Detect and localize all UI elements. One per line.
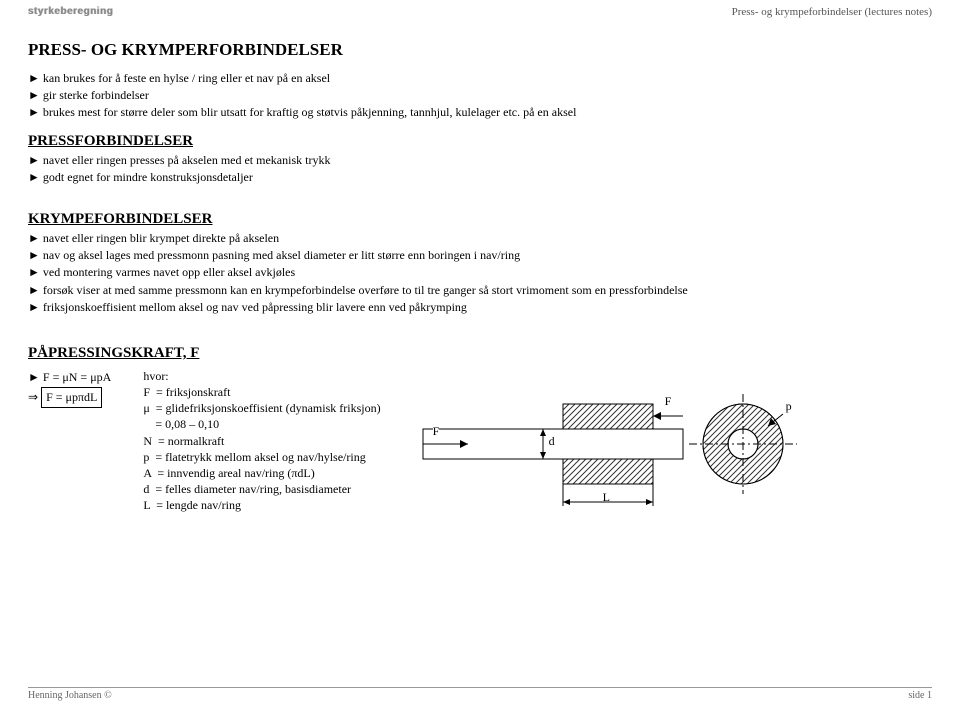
diagram-shaft-hub: F F d L p bbox=[413, 374, 803, 514]
heading-papressingskraft: PÅPRESSINGSKRAFT, F bbox=[28, 345, 932, 362]
bullet-item: navet eller ringen blir krympet direkte … bbox=[28, 230, 932, 246]
heading-krympeforbindelser: KRYMPEFORBINDELSER bbox=[28, 211, 932, 228]
defs-header: hvor: bbox=[143, 368, 380, 384]
formula-section: ► F = μN = μpA F = μpπdL hvor: F = friks… bbox=[28, 368, 932, 514]
def-row: L = lengde nav/ring bbox=[143, 497, 380, 513]
def-row: = 0,08 – 0,10 bbox=[143, 416, 380, 432]
bullet-item: ved montering varmes navet opp eller aks… bbox=[28, 264, 932, 280]
formula-line-1: ► F = μN = μpA bbox=[28, 368, 111, 387]
def-row: N = normalkraft bbox=[143, 433, 380, 449]
doc-watermark: styrkeberegning bbox=[28, 6, 113, 17]
page-footer: Henning Johansen © side 1 bbox=[28, 687, 932, 701]
bullet-item: navet eller ringen presses på akselen me… bbox=[28, 152, 932, 168]
bullet-item: forsøk viser at med samme pressmonn kan … bbox=[28, 282, 932, 298]
def-row: μ = glidefriksjonskoeffisient (dynamisk … bbox=[143, 400, 380, 416]
def-row: A = innvendig areal nav/ring (πdL) bbox=[143, 465, 380, 481]
definitions-column: hvor: F = friksjonskraft μ = glidefriksj… bbox=[143, 368, 380, 514]
heading-main: PRESS- OG KRYMPERFORBINDELSER bbox=[28, 40, 932, 60]
def-row: p = flatetrykk mellom aksel og nav/hylse… bbox=[143, 449, 380, 465]
sec2-bullets: navet eller ringen blir krympet direkte … bbox=[28, 230, 932, 315]
def-row: F = friksjonskraft bbox=[143, 384, 380, 400]
bullet-item: gir sterke forbindelser bbox=[28, 87, 932, 103]
formula-column: ► F = μN = μpA F = μpπdL bbox=[28, 368, 111, 408]
bullet-item: nav og aksel lages med pressmonn pasning… bbox=[28, 247, 932, 263]
document-body: PRESS- OG KRYMPERFORBINDELSER kan brukes… bbox=[28, 40, 932, 514]
fig-label-d: d bbox=[549, 434, 555, 449]
doc-subject: Press- og krympeforbindelser (lectures n… bbox=[732, 6, 932, 18]
fig-label-L: L bbox=[603, 490, 610, 505]
formula-line-2: F = μpπdL bbox=[28, 387, 111, 408]
sec1-bullets: navet eller ringen presses på akselen me… bbox=[28, 152, 932, 185]
bullet-item: brukes mest for større deler som blir ut… bbox=[28, 104, 932, 120]
fig-label-p: p bbox=[786, 399, 792, 414]
heading-pressforbindelser: PRESSFORBINDELSER bbox=[28, 133, 932, 150]
bullet-item: friksjonskoeffisient mellom aksel og nav… bbox=[28, 299, 932, 315]
def-row: d = felles diameter nav/ring, basisdiame… bbox=[143, 481, 380, 497]
footer-page: side 1 bbox=[908, 690, 932, 701]
fig-label-F-right: F bbox=[665, 394, 672, 409]
fig-label-F-left: F bbox=[433, 424, 440, 439]
bullet-item: godt egnet for mindre konstruksjonsdetal… bbox=[28, 169, 932, 185]
bullet-item: kan brukes for å feste en hylse / ring e… bbox=[28, 70, 932, 86]
intro-bullets: kan brukes for å feste en hylse / ring e… bbox=[28, 70, 932, 121]
footer-author: Henning Johansen © bbox=[28, 690, 112, 701]
